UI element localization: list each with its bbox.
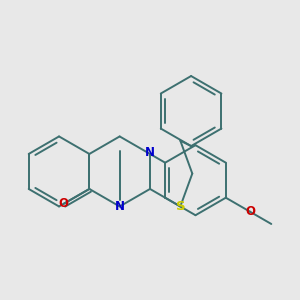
Text: O: O	[245, 205, 255, 218]
Text: S: S	[176, 200, 185, 213]
Text: N: N	[115, 200, 125, 213]
Text: O: O	[58, 197, 69, 210]
Text: N: N	[145, 146, 155, 159]
